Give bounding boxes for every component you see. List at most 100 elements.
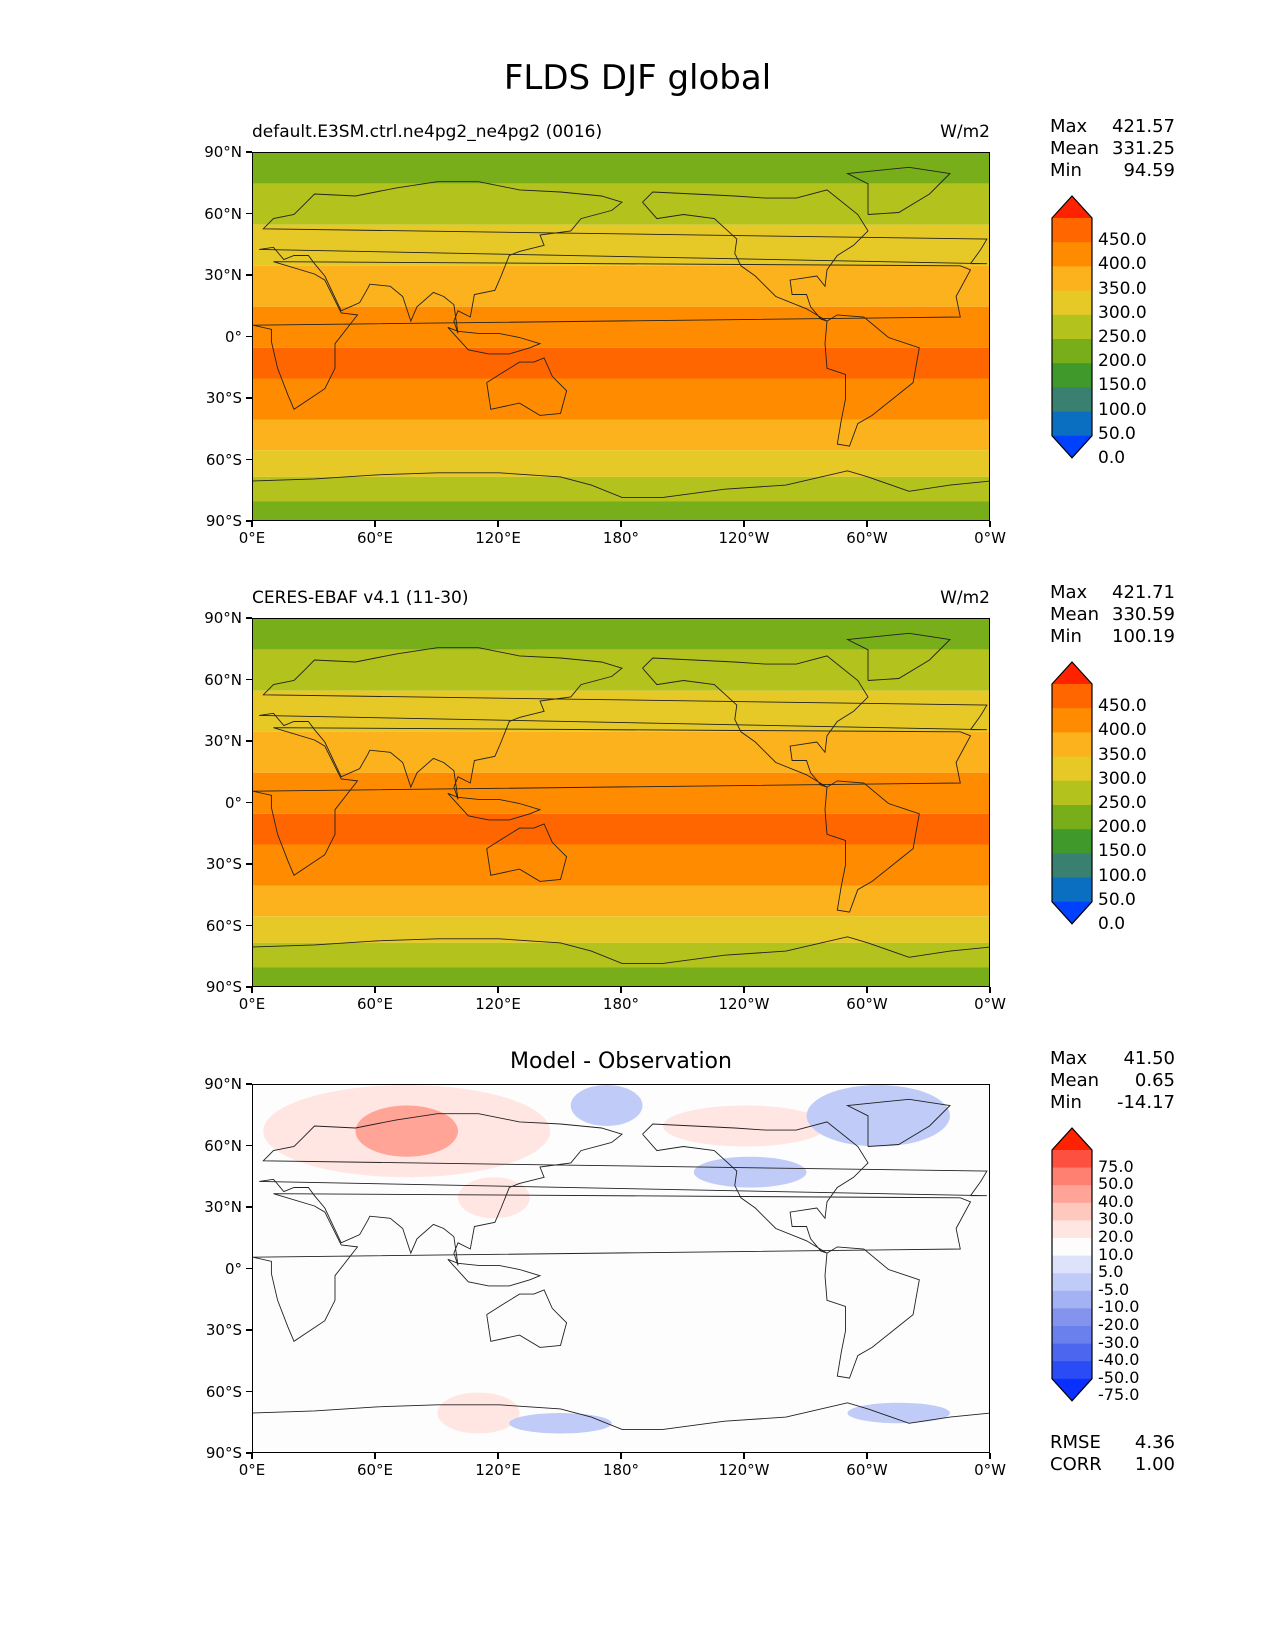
lat-tickmark — [246, 924, 252, 927]
colorbar-tick-label: 300.0 — [1098, 302, 1147, 323]
lon-tickmark — [866, 987, 868, 993]
panel3-rmse-value: 4.36 — [1134, 1432, 1175, 1453]
colorbar-segment — [1052, 411, 1092, 437]
colorbar-tick-label: 450.0 — [1098, 696, 1147, 717]
colorbar-segment — [1052, 1237, 1092, 1257]
colorbar-tick-label: 300.0 — [1098, 768, 1147, 789]
coastline — [845, 1098, 951, 1147]
lat-band — [253, 619, 989, 650]
lat-tickmark — [246, 397, 252, 399]
lat-tickmark — [246, 617, 252, 619]
lon-tick-label: 60°E — [356, 995, 394, 1013]
lon-tickmark — [743, 987, 745, 993]
colorbar-tick-label: 75.0 — [1098, 1156, 1134, 1176]
colorbar-tick-label: 30.0 — [1098, 1209, 1134, 1229]
colorbar-tick-label: 40.0 — [1098, 1191, 1134, 1211]
colorbar-tick-label: 100.0 — [1098, 865, 1147, 886]
colorbar-segment — [1052, 266, 1092, 292]
lat-tick-label: 30°S — [205, 855, 242, 873]
colorbar-segment — [1052, 1149, 1092, 1169]
lon-tick-label: 60°W — [846, 995, 888, 1013]
panel3-rmse-label: RMSE — [1050, 1432, 1101, 1453]
lon-tick-label: 60°E — [356, 529, 394, 547]
lon-tick-label: 0°W — [974, 995, 1006, 1013]
colorbar-segment — [1052, 242, 1092, 267]
lon-tick-label: 0°E — [238, 529, 266, 547]
lat-tick-label: 30°N — [204, 732, 242, 750]
panel2-units: W/m2 — [940, 588, 990, 608]
coastline — [447, 1258, 542, 1287]
lon-tick-label: 60°E — [356, 1461, 394, 1479]
lat-band — [253, 265, 989, 307]
panel1-max-value: 421.57 — [1112, 116, 1175, 137]
lon-tick-label: 0°E — [238, 1461, 266, 1479]
colorbar-segment — [1052, 877, 1092, 903]
lat-tickmark — [246, 1206, 252, 1208]
panel3-max-label: Max — [1050, 1048, 1088, 1069]
lat-tick-label: 30°N — [204, 266, 242, 284]
lat-tickmark — [246, 520, 252, 522]
lat-band — [253, 844, 989, 886]
lat-tick-label: 90°N — [204, 143, 242, 161]
colorbar-tick-label: 0.0 — [1098, 914, 1126, 934]
colorbar-outline — [1051, 195, 1093, 459]
lon-tickmark — [989, 1453, 991, 1459]
lat-tickmark — [246, 678, 252, 681]
lon-tick-label: 0°W — [974, 529, 1006, 547]
anomaly-patch — [458, 1177, 530, 1219]
colorbar-segment — [1052, 290, 1092, 316]
coastline — [824, 1246, 920, 1379]
colorbar-tick-label: 250.0 — [1098, 327, 1147, 347]
coastline — [447, 326, 542, 355]
lat-tick-label: 90°N — [204, 609, 242, 627]
lon-tick-label: 180° — [602, 995, 640, 1013]
lat-tickmark — [246, 1452, 252, 1454]
figure-title: FLDS DJF global — [503, 58, 772, 98]
lat-tick-label: 60°S — [205, 450, 242, 469]
lat-tick-label: 60°S — [205, 916, 242, 935]
lon-tickmark — [374, 987, 376, 993]
colorbar-tick-label: 400.0 — [1098, 254, 1147, 275]
coastline — [845, 632, 951, 681]
panel1-mean-value: 331.25 — [1112, 138, 1175, 159]
lon-tickmark — [251, 1453, 253, 1459]
panel1-min-value: 94.59 — [1123, 160, 1175, 181]
colorbar-tick-label: 450.0 — [1098, 230, 1147, 251]
colorbar-segment — [1052, 1220, 1092, 1239]
anomaly-patch — [355, 1105, 458, 1157]
lat-band — [253, 419, 989, 451]
lon-tickmark — [620, 987, 622, 993]
panel1-min-label: Min — [1050, 160, 1082, 181]
colorbar-segment — [1052, 1185, 1092, 1204]
panel1-mean-label: Mean — [1050, 138, 1100, 159]
lat-band — [253, 224, 989, 266]
panel1-map — [252, 152, 990, 521]
lat-tickmark — [246, 1390, 252, 1393]
panel3-corr-value: 1.00 — [1134, 1454, 1175, 1475]
lat-band — [253, 649, 989, 691]
coastline — [253, 1402, 989, 1430]
lon-tickmark — [866, 521, 868, 527]
lon-tick-label: 0°E — [238, 995, 266, 1013]
panel3-min-label: Min — [1050, 1092, 1082, 1113]
coastline — [642, 189, 869, 322]
colorbar-outline — [1051, 1127, 1093, 1402]
colorbar-tick-label: -10.0 — [1098, 1297, 1140, 1317]
panel3-title: Model - Observation — [510, 1049, 732, 1074]
panel3-max-value: 41.50 — [1123, 1048, 1175, 1069]
lat-band — [253, 347, 989, 379]
lat-tickmark — [246, 274, 252, 276]
lat-band — [253, 153, 989, 184]
colorbar-segment — [1052, 683, 1092, 709]
colorbar-segment — [1052, 217, 1092, 243]
colorbar-tick-label: 150.0 — [1098, 841, 1147, 862]
colorbar-segment — [1052, 1290, 1092, 1309]
lat-tick-label: 0° — [224, 793, 242, 812]
colorbar-segment — [1052, 1167, 1092, 1186]
panel3-min-value: -14.17 — [1116, 1092, 1175, 1113]
colorbar-segment — [1052, 1255, 1092, 1274]
colorbar-tick-label: 0.0 — [1098, 448, 1126, 468]
lat-tick-label: 60°N — [204, 1136, 242, 1155]
lon-tickmark — [743, 521, 745, 527]
colorbar-segment — [1052, 387, 1092, 413]
